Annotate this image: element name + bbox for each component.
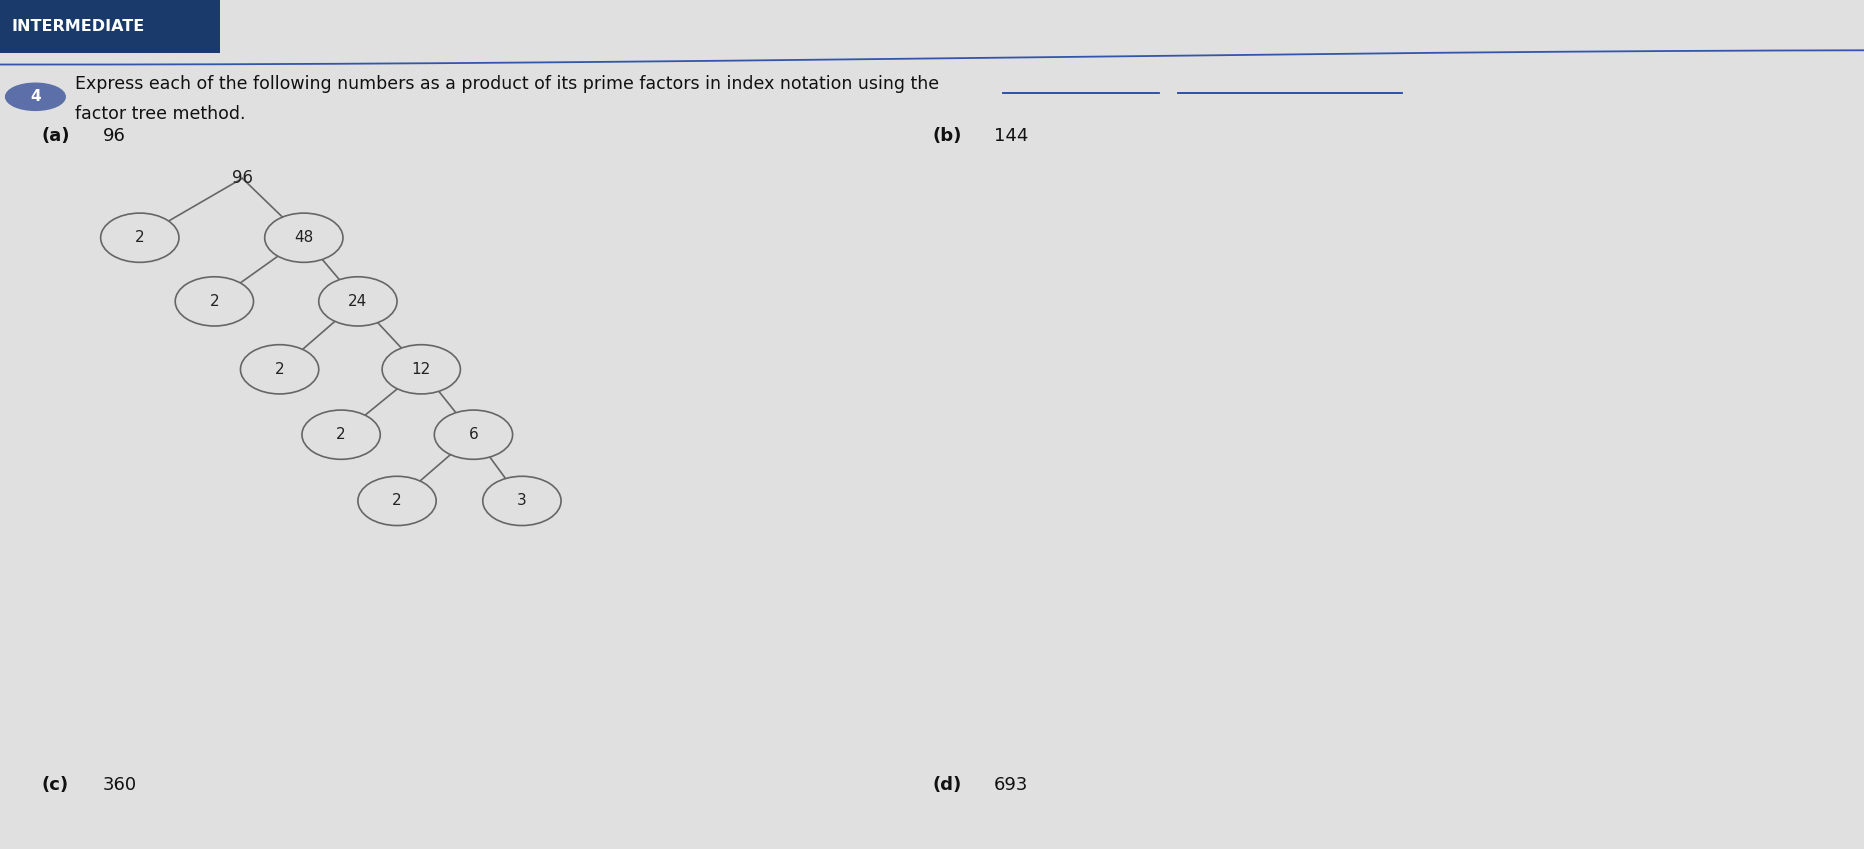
Ellipse shape [265, 213, 343, 262]
Text: 96: 96 [103, 127, 125, 145]
FancyBboxPatch shape [0, 0, 220, 53]
Ellipse shape [358, 476, 436, 526]
Text: 693: 693 [994, 776, 1027, 795]
Ellipse shape [240, 345, 319, 394]
Text: 24: 24 [349, 294, 367, 309]
Ellipse shape [101, 213, 179, 262]
Text: 360: 360 [103, 776, 136, 795]
Ellipse shape [319, 277, 397, 326]
Ellipse shape [175, 277, 254, 326]
Text: 2: 2 [274, 362, 285, 377]
Ellipse shape [382, 345, 460, 394]
Text: INTERMEDIATE: INTERMEDIATE [11, 19, 144, 34]
Ellipse shape [483, 476, 561, 526]
Circle shape [6, 83, 65, 110]
Text: 96: 96 [231, 169, 254, 188]
Text: factor tree method.: factor tree method. [75, 104, 244, 123]
Text: (c): (c) [41, 776, 69, 795]
Text: (a): (a) [41, 127, 69, 145]
Text: Express each of the following numbers as a product of its prime factors in index: Express each of the following numbers as… [75, 75, 939, 93]
Text: 2: 2 [391, 493, 403, 509]
Text: 48: 48 [295, 230, 313, 245]
Text: 3: 3 [516, 493, 528, 509]
Text: 144: 144 [994, 127, 1027, 145]
Ellipse shape [434, 410, 513, 459]
Text: 2: 2 [336, 427, 347, 442]
Text: 6: 6 [468, 427, 479, 442]
Text: (b): (b) [932, 127, 962, 145]
Text: 12: 12 [412, 362, 431, 377]
Text: 2: 2 [134, 230, 145, 245]
Ellipse shape [302, 410, 380, 459]
Text: (d): (d) [932, 776, 962, 795]
Text: 4: 4 [30, 89, 41, 104]
Text: 2: 2 [209, 294, 220, 309]
